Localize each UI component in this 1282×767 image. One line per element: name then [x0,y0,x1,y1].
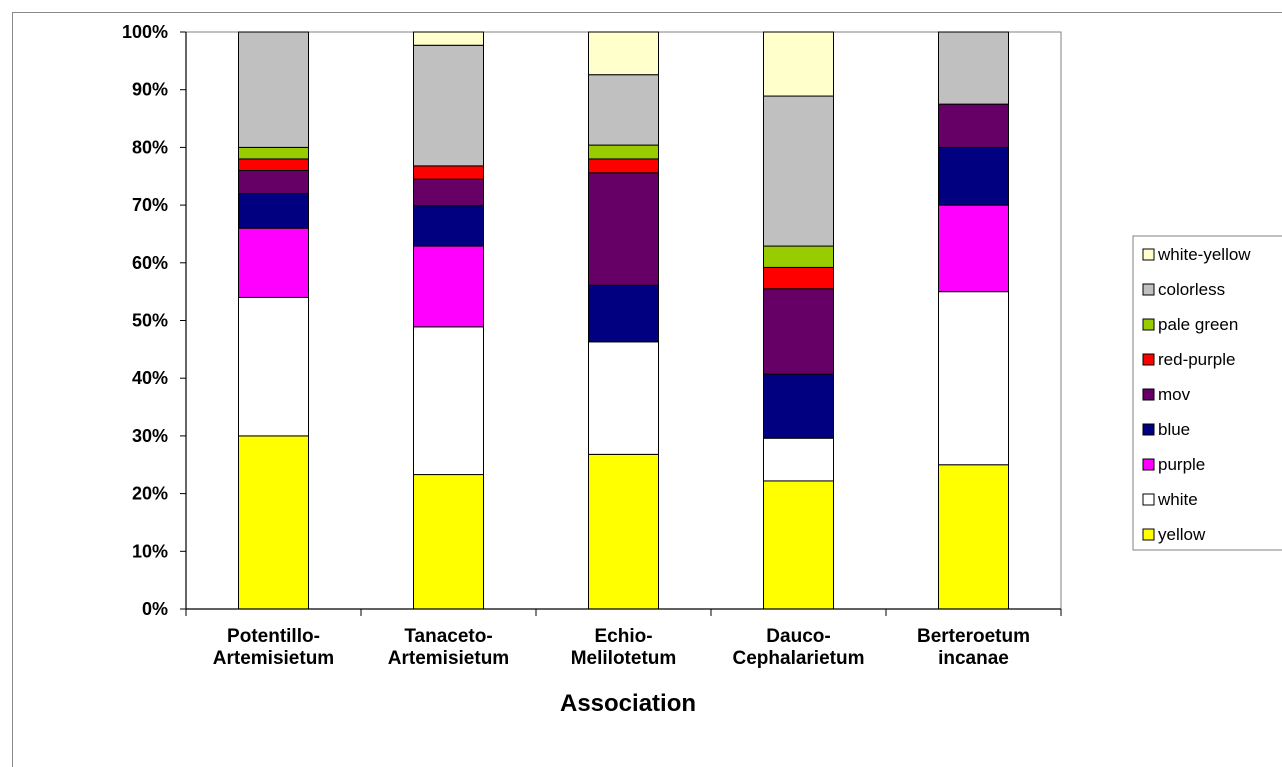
bar-stack [938,31,1009,610]
legend-item: white [1142,490,1198,509]
x-category-label: Dauco-Cephalarietum [733,626,865,669]
y-tick-labels: 0% 10% 20% 30% 40% 50% 60% 70% 80% 90% 100% [122,22,168,619]
bar-segment-purple [413,245,484,328]
legend-swatch [1142,318,1155,331]
bar-stack [588,31,659,610]
bar-segment-mov [588,172,659,286]
bar-segment-blue [938,146,1009,206]
bar-segment-colorless [413,44,484,167]
bar-segment-colorless [938,31,1009,105]
legend-label: white-yellow [1157,245,1251,264]
axes [180,31,1062,616]
y-tick-label: 0% [142,599,168,619]
y-tick-label: 30% [132,426,168,446]
legend-label: purple [1158,455,1205,474]
bar-segment-yellow [763,480,834,610]
legend-item: mov [1142,385,1191,404]
x-category-labels: Potentillo-Artemisietum Tanaceto-Artemisi… [213,626,1030,669]
legend-swatch [1142,283,1155,296]
bar-segment-red-purple [413,165,484,180]
y-tick-label: 10% [132,541,168,561]
bar-segment-white [938,291,1009,466]
legend-item: purple [1142,455,1205,474]
legend-item: blue [1142,420,1190,439]
bar-segment-mov [763,288,834,375]
legend-item: red-purple [1142,350,1236,369]
y-tick-label: 50% [132,311,168,331]
bar-segment-white-yellow [588,31,659,76]
legend-item: colorless [1142,280,1225,299]
legend-item: pale green [1142,315,1238,334]
bar-segment-yellow [938,464,1009,610]
bar-segment-colorless [588,74,659,146]
bar-segment-purple [938,204,1009,293]
y-tick-label: 70% [132,195,168,215]
legend-label: mov [1158,385,1191,404]
bar-segment-pale-green [763,245,834,268]
x-axis-title: Association [560,690,696,717]
legend-label: yellow [1158,525,1206,544]
bar-stack [763,31,834,610]
bar-segment-yellow [588,453,659,610]
legend-item: white-yellow [1142,245,1251,264]
bar-segment-white [763,437,834,482]
legend-swatch [1142,493,1155,506]
bar-segment-blue [763,373,834,439]
legend-swatch [1142,388,1155,401]
bar-stack [238,31,309,610]
legend-label: white [1157,490,1198,509]
bar-segment-pale-green [588,144,659,160]
legend-label: pale green [1158,315,1238,334]
bar-segment-white-yellow [413,31,484,46]
legend-label: colorless [1158,280,1225,299]
legend-box [1132,235,1282,551]
y-tick-label: 20% [132,484,168,504]
legend-label: red-purple [1158,350,1236,369]
legend-swatch [1142,248,1155,261]
y-tick-label: 40% [132,368,168,388]
bar-segment-colorless [763,95,834,247]
x-category-label: Berteroetum incanae [917,626,1030,669]
bar-segment-red-purple [588,158,659,174]
legend-swatch [1142,423,1155,436]
x-category-label: Tanaceto-Artemisietum [388,626,509,669]
x-category-label: Echio-Melilotetum [571,626,677,669]
y-tick-label: 60% [132,253,168,273]
bar-segment-blue [413,205,484,247]
bar-stack [413,31,484,610]
bar-segment-mov [938,103,1009,148]
bar-segment-mov [238,169,309,195]
legend-item: yellow [1142,525,1206,544]
bar-segment-white [413,326,484,476]
y-tick-label: 90% [132,80,168,100]
legend-swatch [1142,458,1155,471]
bar-segment-red-purple [763,266,834,290]
legend-swatch [1142,353,1155,366]
x-category-label: Potentillo-Artemisietum [213,626,334,669]
bar-segment-blue [588,284,659,343]
bar-segment-white-yellow [763,31,834,97]
y-tick-label: 80% [132,137,168,157]
bar-segment-white [238,296,309,437]
bar-stacks [238,31,1009,610]
legend-swatch [1142,528,1155,541]
chart-frame [12,12,1282,767]
bar-segment-red-purple [238,158,309,171]
bar-segment-purple [238,227,309,298]
bar-segment-blue [238,193,309,229]
bar-segment-pale-green [238,146,309,160]
bar-segment-yellow [238,435,309,610]
bar-segment-colorless [238,31,309,148]
legend-label: blue [1158,420,1190,439]
bar-segment-yellow [413,474,484,610]
bar-segment-white [588,341,659,455]
bar-segment-mov [413,178,484,207]
legend: white-yellow colorless pale green red-purpl… [1132,235,1282,551]
y-tick-label: 100% [122,22,168,42]
